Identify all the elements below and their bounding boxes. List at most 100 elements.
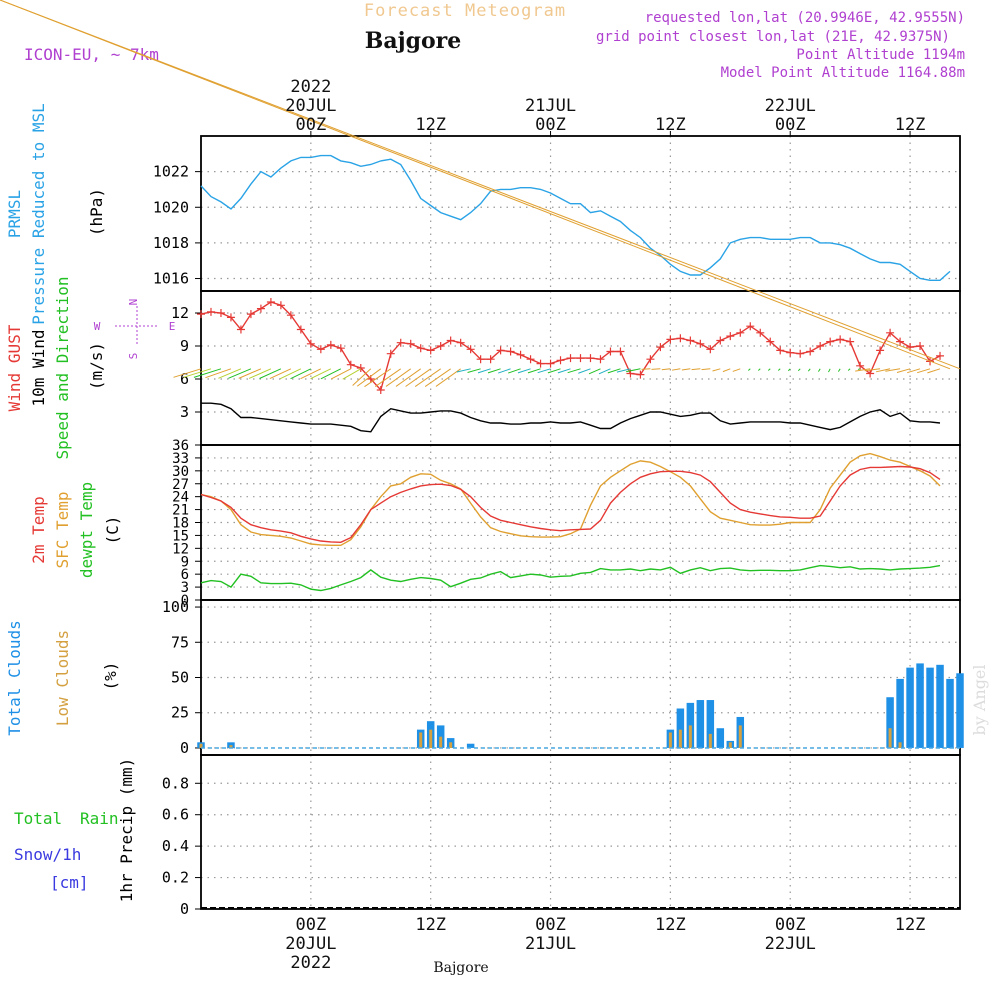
wind-direction-arrow	[732, 368, 741, 372]
wind-gust-marker	[886, 328, 895, 337]
low-clouds-bar	[199, 743, 203, 748]
series-layer	[0, 0, 964, 909]
wind-direction-arrow	[588, 368, 601, 375]
wind-direction-arrow	[547, 368, 561, 374]
wind-gust-marker	[436, 342, 445, 350]
y-tick-label: 36	[172, 438, 189, 454]
footer-location: Bajgore	[433, 960, 488, 976]
total-clouds-bar	[896, 678, 904, 748]
wind-direction-arrow	[578, 368, 591, 374]
compass-e: E	[169, 320, 176, 333]
wind-direction-arrow	[517, 368, 531, 374]
y-tick-label: 0	[181, 593, 189, 609]
total-clouds-bar	[696, 700, 705, 748]
wind-direction-arrow	[855, 368, 871, 372]
top-time-label: 12Z	[655, 115, 686, 135]
top-time-label: 20JUL	[285, 96, 336, 116]
top-time-label: 12Z	[895, 115, 926, 135]
wind-gust-marker	[616, 347, 625, 356]
wind-direction-arrow	[896, 368, 911, 374]
wind-direction-arrow	[173, 368, 202, 378]
y-tick-label: 3	[181, 580, 189, 596]
wind-direction-arrow	[747, 368, 751, 371]
total-clouds-bar	[946, 678, 954, 748]
y-tick-label: 100	[162, 598, 189, 616]
dewpt-label: dewpt Temp	[77, 482, 96, 578]
wind-direction-arrow	[807, 368, 811, 372]
total-clouds-bar	[926, 667, 934, 748]
y-tick-label: 0	[180, 900, 189, 918]
y-tick-label: 9	[181, 554, 189, 570]
wind-unit-label: (m/s)	[87, 342, 106, 390]
wind-direction-arrow	[269, 368, 292, 380]
y-tick-label: 21	[172, 503, 189, 519]
wind-gust-marker	[836, 335, 845, 344]
wind-direction-arrow	[248, 368, 272, 379]
wind-gust-marker	[356, 364, 365, 372]
wind-direction-arrow	[691, 368, 701, 371]
wind-gust-marker	[746, 322, 755, 331]
total-clouds-bar	[956, 673, 964, 748]
wind-gust-marker	[216, 309, 225, 317]
model-point-altitude: Model Point Altitude 1164.88m	[721, 65, 965, 81]
wind-gust-marker	[806, 347, 815, 356]
wind-gust-marker	[296, 325, 305, 334]
wind-gust-marker	[796, 349, 805, 358]
product-title: Forecast Meteogram	[364, 1, 566, 21]
axes-layer: 1016101810201022369120369121518212427303…	[153, 131, 961, 918]
wind-gust-marker	[256, 304, 265, 313]
wind-gust-marker	[506, 347, 515, 356]
y-tick-label: 6	[180, 370, 189, 388]
wind-gust-marker	[686, 336, 695, 345]
panel-frame	[200, 135, 961, 292]
wind-direction-arrow	[310, 368, 332, 380]
wind-direction-arrow	[395, 368, 422, 387]
wind-direction-arrow	[671, 368, 681, 371]
wind-direction-arrow	[300, 368, 322, 380]
wind-direction-arrow	[487, 368, 501, 374]
wind-gust-marker	[266, 298, 275, 306]
wind-gust-marker	[576, 354, 585, 363]
wind-direction-arrow	[374, 368, 402, 387]
wind-direction-arrow	[279, 368, 302, 380]
bottom-time-label: 00Z	[535, 915, 566, 935]
precip-unit-label: 1hr Precip (mm)	[117, 758, 136, 903]
low-clouds-bar	[439, 736, 443, 748]
y-tick-label: 15	[172, 528, 189, 544]
wind-gust-marker	[846, 337, 855, 346]
wind-gust-marker	[406, 339, 415, 348]
wind-direction-arrow	[0, 0, 961, 370]
wind-direction-arrow	[857, 368, 861, 370]
prmsl-line	[200, 154, 951, 281]
y-tick-label: 24	[172, 490, 189, 506]
bottom-time-label: 12Z	[415, 915, 446, 935]
wind-gust-marker	[936, 351, 945, 360]
total-clouds-bar	[916, 663, 924, 748]
wind-direction-arrow	[218, 368, 242, 379]
wind-direction-arrow	[777, 368, 781, 371]
wind-gust-marker	[766, 337, 775, 346]
wind-gust-marker	[666, 335, 675, 344]
wind-gust-marker	[386, 349, 395, 358]
wind-gust-marker	[536, 359, 545, 368]
wind-direction-arrow	[385, 368, 412, 387]
location-title: Bajgore	[365, 28, 461, 54]
wind-direction-arrow	[259, 368, 282, 379]
wind-direction-arrow	[331, 368, 352, 380]
y-tick-label: 0.8	[162, 774, 189, 792]
prmsl-full-label: Pressure Reduced to MSL	[29, 103, 48, 325]
y-tick-label: 1022	[153, 163, 189, 181]
t2m-line	[200, 465, 941, 544]
top-time-label: 00Z	[775, 115, 806, 135]
wind-direction-arrow	[927, 368, 941, 374]
wind-10m-line	[201, 402, 941, 433]
y-tick-label: 75	[171, 633, 189, 651]
total-clouds-bar	[706, 700, 715, 748]
wind-direction-arrow	[885, 368, 901, 372]
bottom-time-label: 2022	[290, 953, 331, 973]
bottom-time-label: 12Z	[655, 915, 686, 935]
wind-gust-marker	[716, 336, 725, 345]
total-clouds-bar	[936, 664, 944, 748]
y-tick-label: 1020	[153, 198, 189, 216]
wind-direction-arrow	[238, 368, 262, 379]
